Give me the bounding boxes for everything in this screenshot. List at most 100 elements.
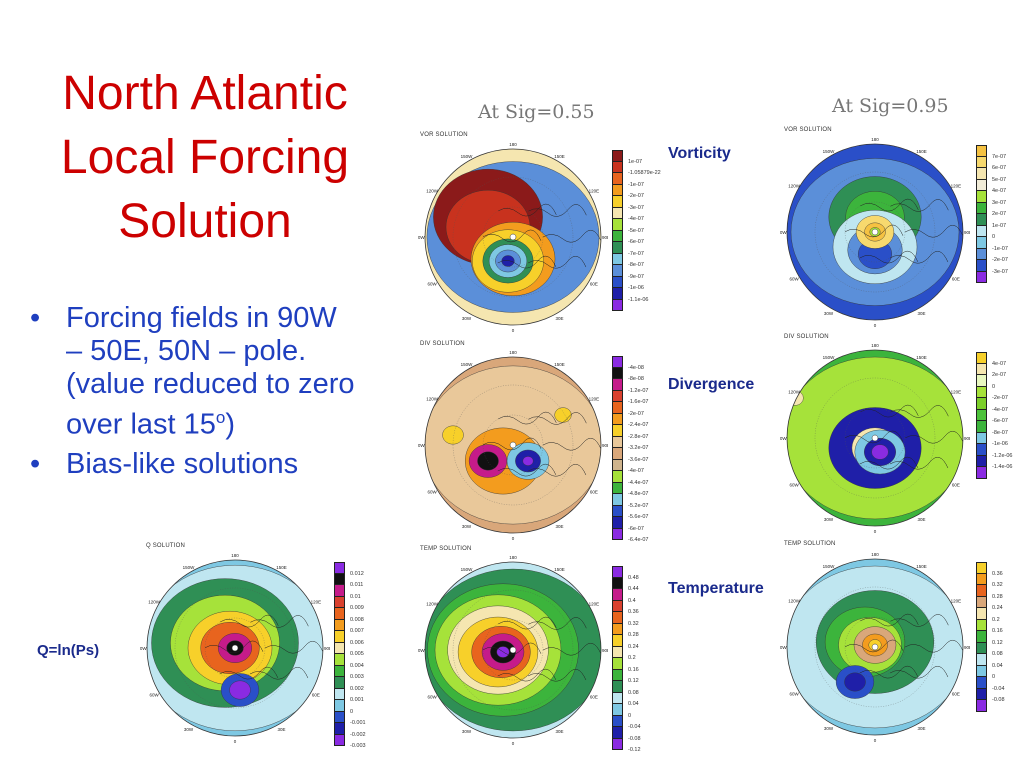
longitude-label: 120E (589, 189, 600, 194)
colorbar-swatch (612, 242, 623, 254)
pole-marker (231, 644, 239, 652)
longitude-label: 90W (418, 648, 425, 653)
bullet-item-bias: • Bias-like solutions (26, 448, 356, 481)
longitude-label: 30E (917, 726, 925, 731)
colorbar-label: 0.32 (628, 620, 639, 627)
colorbar-label: -0.08 (992, 697, 1005, 703)
colorbar-label: 0 (350, 708, 354, 715)
colorbar-label: 0 (992, 674, 996, 680)
colorbar-swatch (612, 658, 623, 670)
colorbar-label: -3e-07 (628, 204, 644, 211)
map-outline (424, 561, 602, 739)
contour-region (522, 456, 534, 466)
contour-region (501, 255, 515, 267)
longitude-label: 60W (427, 695, 437, 700)
map-outline (786, 349, 964, 527)
longitude-label: 120E (951, 390, 962, 395)
colorbar-label: -1e-06 (992, 441, 1008, 447)
longitude-label: 150E (276, 565, 287, 570)
colorbar-label: -7e-07 (628, 250, 644, 257)
colorbar-label: -1e-07 (992, 245, 1008, 252)
colorbar-swatch (976, 248, 987, 260)
longitude-label: 180 (509, 555, 517, 560)
colorbar-swatch (976, 398, 987, 410)
colorbar-label: 0.28 (992, 593, 1003, 600)
colorbar-label: 0.36 (628, 609, 639, 615)
longitude-label: 60E (590, 695, 598, 700)
longitude-label: 30E (277, 727, 285, 732)
colorbar-label: 0.12 (628, 678, 639, 684)
colorbar-swatch (612, 692, 623, 704)
colorbar-swatch (612, 230, 623, 242)
longitude-label: 150E (554, 362, 565, 367)
longitude-label: 0 (234, 739, 237, 743)
coastline (542, 437, 601, 451)
colorbar-label: -8e-07 (628, 262, 644, 268)
map-title-vor-055: VOR SOLUTION (420, 132, 468, 138)
coastline (542, 642, 601, 656)
longitude-label: 120W (788, 390, 801, 395)
bullet-dot: • (30, 447, 41, 480)
longitude-label: 150W (461, 567, 474, 572)
longitude-label: 60W (427, 490, 437, 495)
latitude-circle (482, 414, 544, 476)
longitude-label: 120E (589, 602, 600, 607)
colorbar-swatch (976, 271, 987, 283)
longitude-label: 180 (509, 350, 517, 355)
latitude-circle (452, 384, 574, 506)
colorbar-swatch (612, 356, 623, 368)
colorbar-label: 0.16 (992, 628, 1003, 634)
longitude-label: 180 (871, 137, 879, 142)
map-title-vor-095: VOR SOLUTION (784, 127, 832, 133)
bullet-text: Forcing fields in 90W – 50E, 50N – pole.… (66, 302, 355, 441)
colorbar-swatch (612, 402, 623, 414)
coastline (528, 412, 587, 425)
latitude-circle (844, 201, 906, 263)
colorbar-label: -3.6e-07 (628, 456, 649, 463)
colorbar-swatch (612, 253, 623, 265)
sig-label-right: At Sig=0.95 (832, 95, 949, 117)
colorbar-swatch (334, 734, 345, 746)
coastline (497, 668, 557, 682)
q-label: Q=ln(Ps) (37, 642, 100, 659)
colorbar-swatch (976, 432, 987, 444)
colorbar-swatch (612, 589, 623, 601)
colorbar-swatch (334, 665, 345, 677)
coastline (860, 404, 919, 418)
colorbar-label: 0 (992, 234, 996, 240)
colorbar-label: -5.2e-07 (628, 502, 649, 509)
longitude-label: 60E (312, 693, 320, 698)
longitude-label: 150E (916, 355, 927, 360)
coastline (542, 229, 601, 243)
colorbar-label: -5e-07 (628, 227, 644, 234)
colorbar-swatch (334, 562, 345, 574)
colorbar-label: -4.4e-07 (628, 479, 649, 486)
colorbar-label: -1e-07 (628, 181, 644, 188)
colorbar-label: -0.002 (350, 731, 366, 738)
contour-region (844, 672, 866, 692)
longitude-label: 90E (964, 645, 970, 650)
longitude-label: 90W (780, 645, 787, 650)
vorticity-map-sig055: 180 150W 150E 120W 120E 90W 90E 60W 60E 30W 30E 0 (418, 142, 608, 332)
colorbar-swatch (976, 352, 987, 364)
colorbar-label: 2e-07 (992, 211, 1007, 217)
coastline (219, 666, 279, 680)
map-outline (786, 558, 964, 736)
colorbar-label: 7e-07 (992, 153, 1007, 160)
colorbar-label: -1.6e-07 (628, 399, 649, 405)
coastline (498, 203, 557, 217)
longitude-label: 180 (871, 552, 879, 557)
colorbar-label: 0.2 (992, 616, 1000, 623)
longitude-label: 30W (462, 729, 472, 734)
longitude-label: 180 (231, 553, 239, 558)
longitude-label: 90W (140, 646, 147, 651)
colorbar-label: -1.1e-06 (628, 296, 649, 303)
colorbar-label: -4e-07 (628, 468, 644, 474)
colorbar-label: -2e-07 (992, 395, 1008, 401)
colorbar-swatch (612, 288, 623, 300)
longitude-label: 180 (509, 142, 517, 147)
colorbar-label: 0.28 (628, 632, 639, 638)
colorbar-label: -6e-07 (992, 418, 1008, 424)
colorbar-swatch (334, 700, 345, 712)
temperature-map-sig055: 180 150W 150E 120W 120E 90W 90E 60W 60E 30W 30E 0 (418, 555, 608, 745)
